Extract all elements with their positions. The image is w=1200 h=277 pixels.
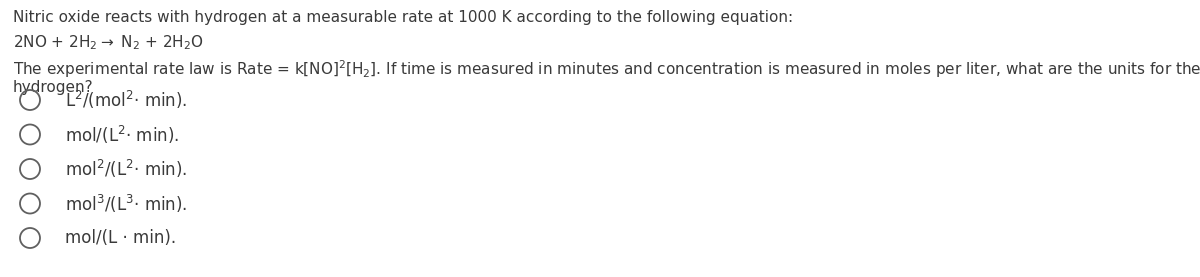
Text: mol$^3$/(L$^3$· min).: mol$^3$/(L$^3$· min). xyxy=(65,193,187,215)
Text: mol$^2$/(L$^2$· min).: mol$^2$/(L$^2$· min). xyxy=(65,158,187,180)
Text: 2NO + 2H$_2$$\rightarrow$ N$_2$ + 2H$_2$O: 2NO + 2H$_2$$\rightarrow$ N$_2$ + 2H$_2$… xyxy=(13,33,204,52)
Text: mol/(L · min).: mol/(L · min). xyxy=(65,229,176,247)
Text: hydrogen?: hydrogen? xyxy=(13,80,94,95)
Text: L$^2$/(mol$^2$· min).: L$^2$/(mol$^2$· min). xyxy=(65,89,187,111)
Text: Nitric oxide reacts with hydrogen at a measurable rate at 1000 K according to th: Nitric oxide reacts with hydrogen at a m… xyxy=(13,10,793,25)
Text: mol/(L$^2$· min).: mol/(L$^2$· min). xyxy=(65,124,179,145)
Text: The experimental rate law is Rate = k[NO]$^2$[H$_2$]. If time is measured in min: The experimental rate law is Rate = k[NO… xyxy=(13,58,1200,80)
